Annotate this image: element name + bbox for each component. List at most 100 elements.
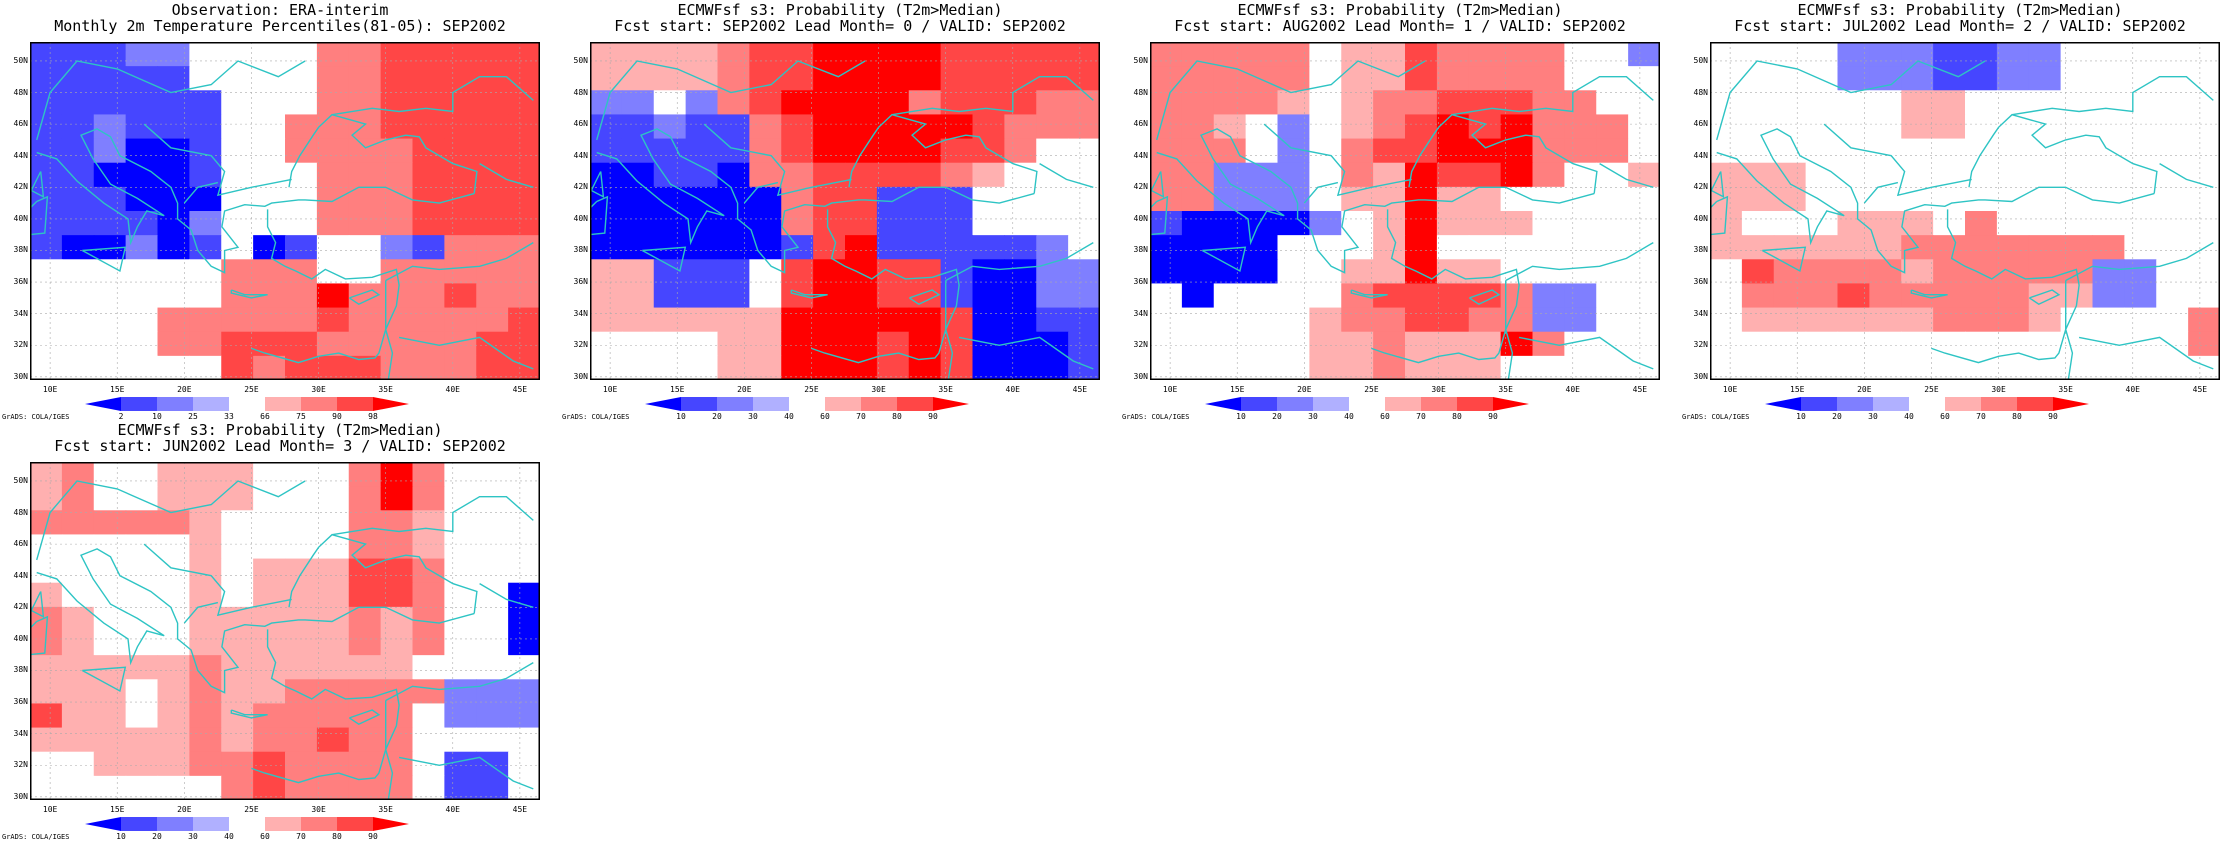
colorbar-high-arrow [933, 397, 969, 411]
grid-cell [380, 211, 414, 236]
grid-cell [508, 283, 540, 309]
colorbar-tick-label: 60 [820, 412, 830, 421]
grid-cell [2124, 307, 2157, 333]
grid-cell [1341, 307, 1374, 333]
grid-cell [157, 606, 190, 632]
grid-cell [1036, 355, 1069, 380]
grid-cell [2156, 42, 2189, 67]
grid-cell [157, 534, 190, 560]
grid-cell [1741, 90, 1775, 116]
coastline [1716, 60, 1986, 141]
lat-tick-label: 44N [573, 150, 588, 160]
grid-cell [30, 462, 63, 487]
grid-cell [1436, 283, 1470, 309]
grid-cell [1309, 259, 1342, 285]
grid-cell [30, 283, 63, 309]
grid-cell [813, 331, 846, 357]
grid-cell [316, 42, 350, 67]
lon-tick-label: 30E [1991, 385, 2006, 394]
grid-cell [1245, 211, 1279, 236]
grid-cell [590, 283, 623, 309]
lat-tick-label: 40N [13, 633, 28, 643]
grid-cell [1309, 138, 1342, 164]
grid-cell [1596, 66, 1629, 91]
grid-cell [685, 90, 719, 116]
grid-cell [348, 558, 382, 584]
panel-subtitle: Fcst start: JUN2002 Lead Month= 3 / VALI… [54, 437, 506, 455]
panel-subtitle: Fcst start: SEP2002 Lead Month= 0 / VALI… [614, 17, 1066, 35]
lat-tick-label: 42N [1133, 182, 1148, 192]
grid-cell [1933, 355, 1966, 380]
lon-tick-label: 40E [1565, 385, 1580, 394]
grid-cell [2028, 331, 2062, 357]
grid-cell [157, 66, 190, 91]
colorbar-segment [265, 817, 301, 831]
grid-cell [1373, 355, 1406, 380]
grid-cell [348, 235, 382, 260]
grid-cell [2092, 355, 2125, 380]
grid-cell [1341, 355, 1374, 380]
grid-cell [380, 775, 414, 800]
grid-cell [781, 138, 814, 164]
lat-tick-label: 50N [1133, 55, 1148, 65]
grid-cell [316, 355, 350, 380]
grid-cell [253, 486, 286, 511]
grid-cell [1341, 114, 1374, 140]
grid-cell [1996, 162, 2030, 188]
grid-cell [93, 138, 127, 164]
grid-cell [1405, 90, 1438, 116]
colorbar-tick-label: 66 [260, 412, 270, 421]
grid-cell [1741, 355, 1775, 380]
grid-cell [1596, 331, 1629, 357]
grid-cell [2060, 42, 2094, 67]
grid-cell [508, 162, 540, 188]
grid-cell [1436, 355, 1470, 380]
grid-cell [781, 90, 814, 116]
grid-cell [476, 90, 509, 116]
grid-cell [1468, 138, 1502, 164]
colorbar-tick-label: 75 [296, 412, 306, 421]
grid-cell [590, 307, 623, 333]
lat-tick-label: 48N [1693, 87, 1708, 97]
grid-cell [285, 283, 318, 309]
grid-cell [125, 631, 159, 656]
grid-cell [157, 655, 190, 680]
grid-cell [316, 186, 350, 212]
colorbar-tick-label: 60 [1380, 412, 1390, 421]
grid-cell [1996, 211, 2030, 236]
grid-cell [1710, 66, 1743, 91]
grid-cell [412, 66, 445, 91]
grid-cell [1405, 283, 1438, 309]
lat-tick-label: 36N [573, 277, 588, 287]
grid-cell [1869, 211, 1902, 236]
grid-cell [125, 331, 159, 357]
grid-cell [221, 259, 254, 285]
grid-cell [1277, 331, 1310, 357]
grid-cell [1901, 90, 1934, 116]
grid-cell [157, 114, 190, 140]
grid-cell [1837, 355, 1870, 380]
grid-cell [940, 138, 974, 164]
grid-cell [476, 331, 509, 357]
grid-cell [1468, 186, 1502, 212]
grid-cell [1004, 259, 1037, 285]
grid-cell [221, 211, 254, 236]
grid-cell [653, 66, 687, 91]
grid-cell [813, 66, 846, 91]
grid-cell [1837, 283, 1870, 309]
grid-cell [61, 235, 95, 260]
grid-cell [2060, 162, 2094, 188]
grid-cell [412, 138, 445, 164]
grid-cell [1628, 355, 1660, 380]
lat-tick-label: 36N [1693, 277, 1708, 287]
grid-cell [476, 283, 509, 309]
colorbar-tick-label: 30 [188, 832, 198, 841]
grid-cell [2092, 307, 2125, 333]
grid-cell [781, 259, 814, 285]
grid-cell [1710, 331, 1743, 357]
grid-cell [1245, 355, 1279, 380]
lon-tick-label: 15E [110, 805, 125, 814]
grid-cell [348, 114, 382, 140]
grid-cell [2124, 355, 2157, 380]
grid-cell [621, 235, 655, 260]
